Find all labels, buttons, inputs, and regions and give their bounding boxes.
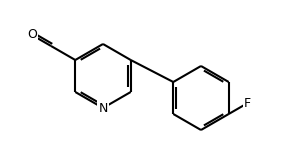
- Text: F: F: [244, 97, 251, 109]
- Text: N: N: [98, 101, 108, 115]
- Text: O: O: [27, 28, 37, 42]
